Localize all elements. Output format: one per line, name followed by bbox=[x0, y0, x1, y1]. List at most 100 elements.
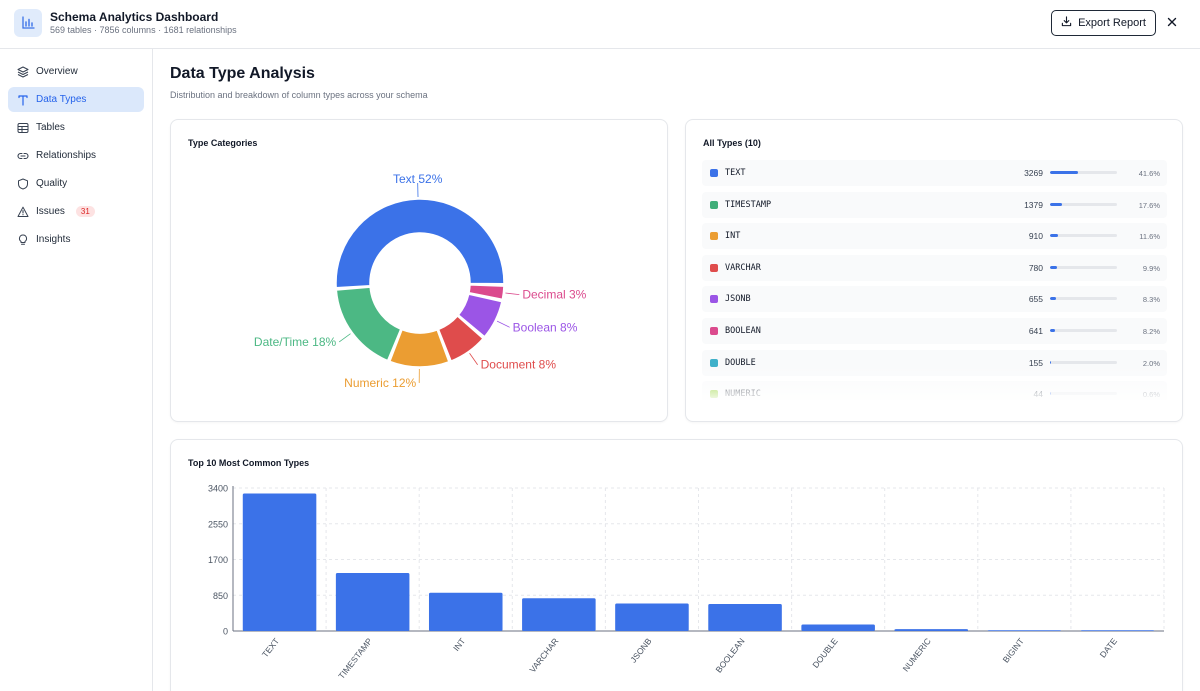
type-name: DOUBLE bbox=[725, 357, 756, 368]
type-share-bar bbox=[1050, 265, 1117, 269]
type-row[interactable]: INT 910 11.6% bbox=[702, 223, 1167, 250]
type-share-fill bbox=[1050, 171, 1078, 174]
type-categories-card: Type Categories Text 52% Decimal 3% Boolea… bbox=[170, 119, 668, 422]
types-list[interactable]: TEXT 3269 41.6% TIMESTAMP 1379 17.6% INT 910 11.… bbox=[702, 160, 1167, 400]
x-tick-label: DOUBLE bbox=[810, 636, 840, 670]
bar-chart-icon bbox=[14, 9, 42, 37]
sidebar-item-overview[interactable]: Overview bbox=[8, 59, 144, 84]
donut-chart: Text 52% Decimal 3% Boolean 8% Document 8% N… bbox=[254, 172, 587, 390]
donut-slice-label: Numeric 12% bbox=[344, 376, 416, 390]
card-title: All Types (10) bbox=[703, 138, 761, 148]
type-color-swatch bbox=[710, 326, 718, 335]
type-row[interactable]: TEXT 3269 41.6% bbox=[702, 160, 1167, 186]
donut-slice-label: Text 52% bbox=[393, 172, 443, 186]
bar[interactable] bbox=[1080, 630, 1155, 631]
type-share-bar bbox=[1050, 328, 1117, 332]
type-share-fill bbox=[1050, 328, 1056, 332]
sidebar: Overview Data Types Tables Relationships… bbox=[0, 49, 153, 691]
x-tick-label: JSONB bbox=[628, 636, 654, 665]
bar[interactable] bbox=[242, 493, 317, 631]
sidebar-item-label: Relationships bbox=[36, 150, 97, 161]
type-count: 44 bbox=[1033, 389, 1043, 400]
sidebar-item-issues[interactable]: Issues 31 bbox=[8, 199, 144, 224]
sidebar-item-label: Insights bbox=[36, 234, 71, 245]
sidebar-item-relationships[interactable]: Relationships bbox=[8, 143, 144, 168]
type-share-fill bbox=[1050, 297, 1056, 301]
page-subtitle: Distribution and breakdown of column typ… bbox=[170, 90, 428, 100]
donut-slice-label: Document 8% bbox=[481, 358, 557, 372]
bar[interactable] bbox=[522, 598, 596, 631]
type-name: NUMERIC bbox=[725, 389, 761, 400]
y-tick-label: 850 bbox=[213, 591, 228, 601]
close-button[interactable] bbox=[1164, 14, 1180, 32]
type-count: 3269 bbox=[1024, 168, 1043, 178]
donut-slice[interactable] bbox=[468, 284, 505, 301]
donut-slice[interactable] bbox=[437, 314, 485, 363]
donut-slice[interactable] bbox=[457, 293, 503, 338]
type-percent: 11.6% bbox=[1139, 232, 1160, 242]
table-icon bbox=[17, 122, 29, 134]
bar[interactable] bbox=[708, 604, 782, 631]
type-icon bbox=[17, 94, 29, 106]
type-color-swatch bbox=[710, 295, 718, 304]
type-share-fill bbox=[1050, 265, 1057, 269]
sidebar-item-insights[interactable]: Insights bbox=[8, 227, 144, 252]
bar[interactable] bbox=[801, 624, 875, 631]
sidebar-item-label: Issues bbox=[36, 206, 65, 217]
type-row[interactable]: JSONB 655 8.3% bbox=[702, 286, 1167, 313]
lightbulb-icon bbox=[17, 233, 29, 246]
type-color-swatch bbox=[710, 358, 718, 367]
x-tick-label: NUMERIC bbox=[901, 636, 933, 673]
all-types-card: All Types (10) TEXT 3269 41.6% TIMESTAMP 137… bbox=[685, 119, 1183, 422]
card-title: Type Categories bbox=[188, 138, 258, 148]
donut-slice[interactable] bbox=[388, 328, 450, 368]
type-count: 910 bbox=[1028, 231, 1043, 242]
sidebar-item-tables[interactable]: Tables bbox=[8, 115, 144, 140]
sidebar-item-data-types[interactable]: Data Types bbox=[8, 87, 144, 112]
type-color-swatch bbox=[710, 200, 718, 209]
bar[interactable] bbox=[615, 603, 689, 631]
bar[interactable] bbox=[428, 592, 503, 631]
type-percent: 8.2% bbox=[1142, 326, 1160, 336]
card-title: Top 10 Most Common Types bbox=[188, 458, 310, 468]
type-share-bar bbox=[1050, 171, 1117, 174]
donut-leader-line bbox=[338, 333, 351, 343]
type-color-swatch bbox=[710, 390, 718, 399]
type-row[interactable]: TIMESTAMP 1379 17.6% bbox=[702, 191, 1167, 218]
donut-slice[interactable] bbox=[335, 198, 505, 289]
export-report-button[interactable]: Export Report bbox=[1051, 10, 1156, 36]
type-percent: 41.6% bbox=[1138, 169, 1160, 178]
type-percent: 9.9% bbox=[1142, 263, 1160, 273]
sidebar-item-quality[interactable]: Quality bbox=[8, 171, 144, 196]
type-share-bar bbox=[1050, 392, 1117, 396]
bar[interactable] bbox=[894, 629, 969, 631]
layers-icon bbox=[17, 66, 29, 78]
type-share-bar bbox=[1050, 234, 1117, 238]
type-row[interactable]: VARCHAR 780 9.9% bbox=[702, 254, 1167, 281]
issues-count-badge: 31 bbox=[75, 206, 95, 217]
type-row[interactable]: NUMERIC 44 0.6% bbox=[702, 381, 1167, 400]
type-percent: 2.0% bbox=[1142, 358, 1160, 368]
app-header: Schema Analytics Dashboard 569 tables · … bbox=[0, 0, 1200, 49]
sidebar-item-label: Tables bbox=[36, 122, 65, 133]
donut-slice[interactable] bbox=[335, 286, 402, 362]
bar[interactable] bbox=[987, 630, 1062, 631]
export-report-label: Export Report bbox=[1078, 17, 1146, 29]
donut-leader-line bbox=[505, 292, 520, 296]
type-share-bar bbox=[1050, 297, 1117, 301]
type-row[interactable]: BOOLEAN 641 8.2% bbox=[702, 317, 1167, 344]
y-tick-label: 0 bbox=[223, 627, 228, 637]
x-tick-label: VARCHAR bbox=[527, 636, 560, 674]
donut-slice-label: Decimal 3% bbox=[522, 288, 586, 302]
x-tick-label: DATE bbox=[1098, 636, 1120, 660]
close-icon bbox=[1167, 14, 1177, 32]
sidebar-item-label: Quality bbox=[36, 178, 68, 189]
type-name: JSONB bbox=[725, 294, 751, 305]
bar[interactable] bbox=[335, 573, 410, 631]
type-name: INT bbox=[725, 231, 741, 242]
type-row[interactable]: DOUBLE 155 2.0% bbox=[702, 349, 1167, 376]
type-share-fill bbox=[1050, 234, 1058, 238]
type-color-swatch bbox=[710, 169, 718, 177]
donut-leader-line bbox=[496, 320, 510, 328]
app-title: Schema Analytics Dashboard bbox=[50, 10, 219, 24]
